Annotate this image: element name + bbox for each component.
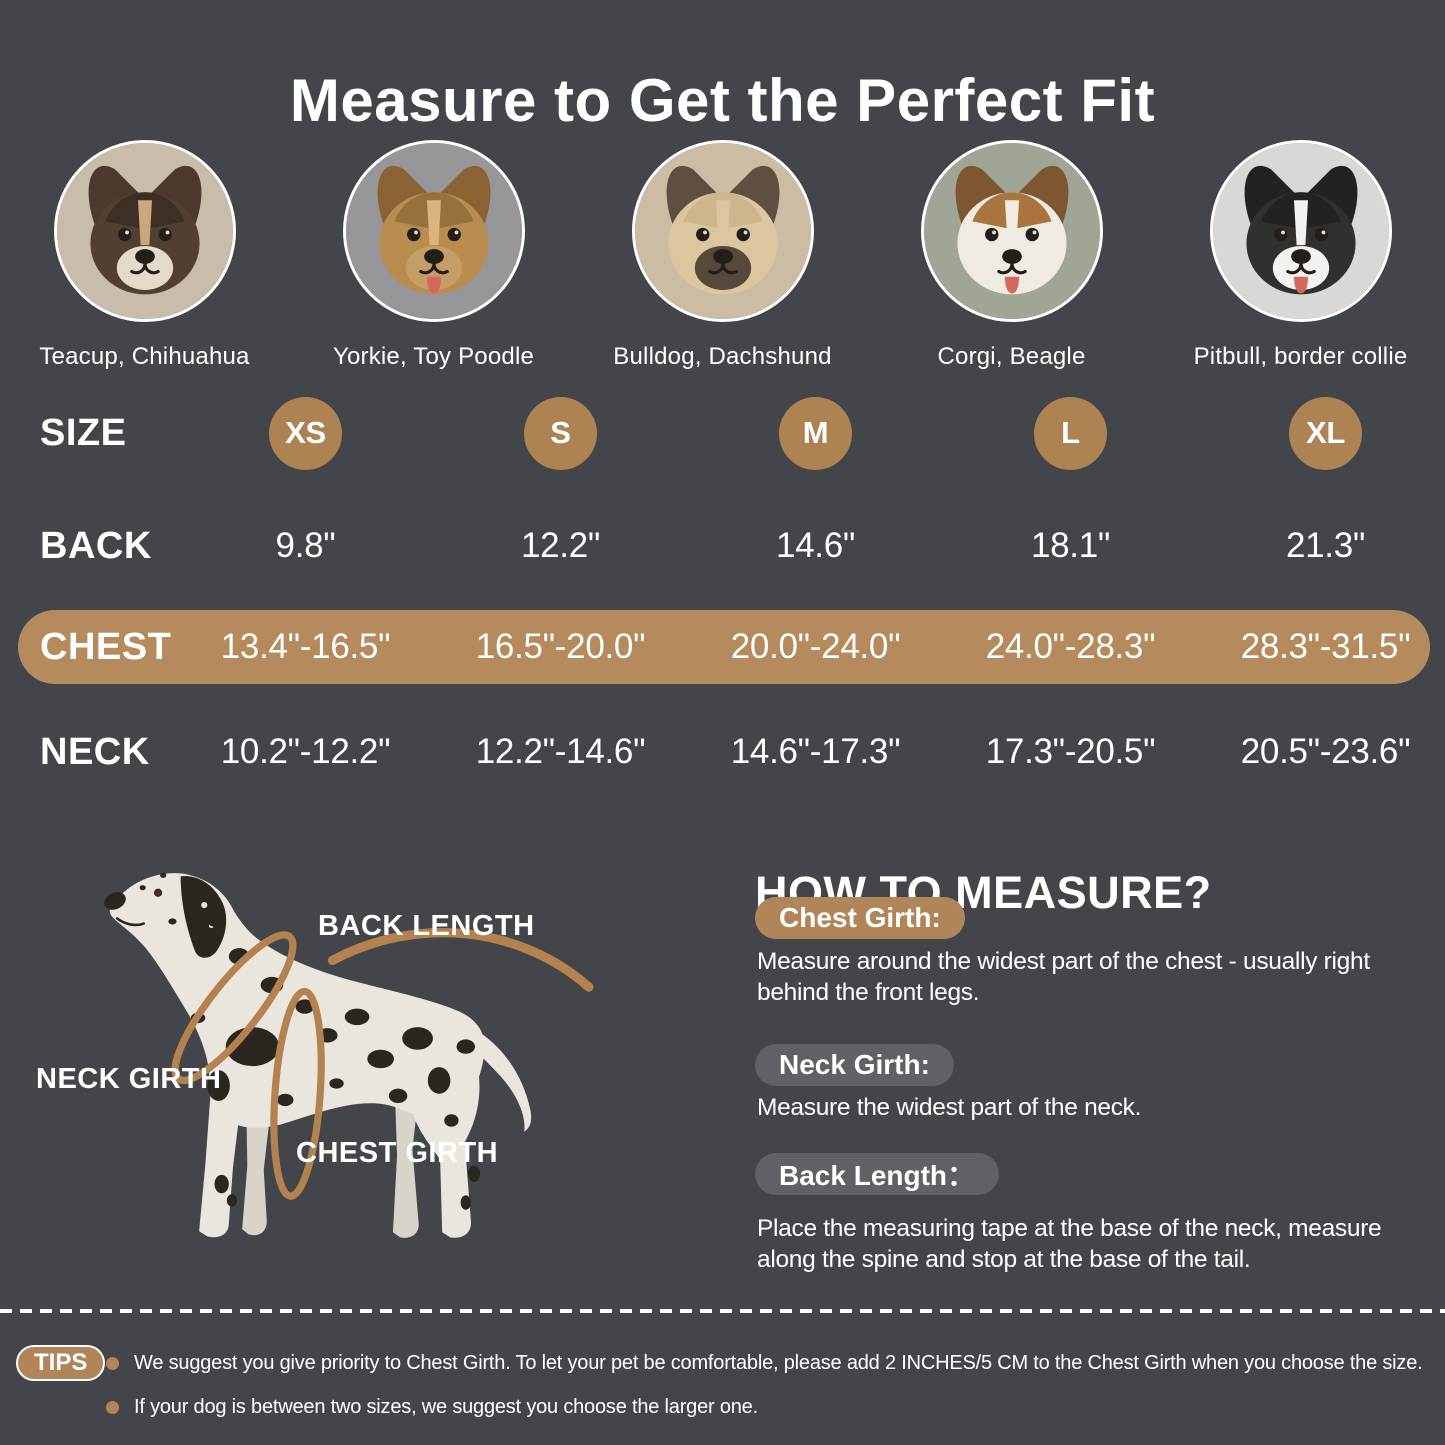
breed-column-l: Corgi, Beagle (867, 140, 1156, 371)
neck-row-label: NECK (40, 730, 150, 773)
beagle-face-icon (924, 143, 1100, 319)
back-value-m: 14.6" (775, 526, 856, 565)
chest-row: CHEST 13.4"-16.5" 16.5"-20.0" 20.0"-24.0… (18, 610, 1430, 684)
dalmatian-diagram (104, 872, 594, 1238)
chihuahua-face-icon (57, 143, 233, 319)
chest-value-l: 24.0"-28.3" (985, 627, 1156, 666)
tip-text: If your dog is between two sizes, we sug… (134, 1396, 758, 1418)
chest-girth-description: Measure around the widest part of the ch… (757, 948, 1370, 1006)
size-badge-text: XL (1305, 415, 1345, 450)
size-badge-xl: XL (1289, 396, 1362, 470)
chest-value-m: 20.0"-24.0" (730, 627, 901, 666)
chest-value-xl: 28.3"-31.5" (1240, 627, 1411, 666)
back-value-l: 18.1" (1030, 526, 1111, 565)
neck-girth-description: Measure the widest part of the neck. (757, 1094, 1142, 1121)
size-badge-l: L (1034, 396, 1107, 470)
chest-row-label: CHEST (40, 625, 172, 668)
tip-item: If your dog is between two sizes, we sug… (106, 1396, 758, 1419)
diagram-back-length-label: BACK LENGTH (318, 910, 535, 942)
breed-photo-row: Teacup, Chihuahua Yorkie, Toy Poodle Bul… (0, 140, 1445, 371)
chest-row-highlight: CHEST 13.4"-16.5" 16.5"-20.0" 20.0"-24.0… (18, 610, 1430, 684)
dog-photo-chihuahua (53, 140, 236, 322)
bullet-icon (106, 1357, 119, 1370)
tip-item: We suggest you give priority to Chest Gi… (106, 1352, 1423, 1375)
breed-label: Yorkie, Toy Poodle (332, 343, 535, 370)
breed-column-m: Bulldog, Dachshund (578, 140, 867, 371)
tips-badge: TIPS (16, 1345, 106, 1381)
breed-column-s: Yorkie, Toy Poodle (289, 140, 578, 371)
diagram-neck-girth-label: NECK GIRTH (36, 1063, 222, 1095)
chest-value-xs: 13.4"-16.5" (220, 627, 391, 666)
pug-face-icon (635, 143, 811, 319)
back-value-s: 12.2" (520, 526, 601, 565)
neck-value-l: 17.3"-20.5" (985, 732, 1156, 771)
size-badge-text: M (802, 415, 829, 450)
breed-label: Bulldog, Dachshund (613, 343, 832, 370)
tip-text: We suggest you give priority to Chest Gi… (134, 1352, 1423, 1374)
back-row: BACK 9.8" 12.2" 14.6" 18.1" 21.3" (0, 518, 1445, 574)
neck-value-xl: 20.5"-23.6" (1240, 732, 1411, 771)
breed-label: Corgi, Beagle (937, 343, 1086, 370)
neck-girth-pill: Neck Girth: (755, 1044, 954, 1086)
neck-value-s: 12.2"-14.6" (475, 732, 646, 771)
back-row-label: BACK (40, 524, 152, 567)
back-length-description: Place the measuring tape at the base of … (757, 1215, 1382, 1273)
neck-row: NECK 10.2"-12.2" 12.2"-14.6" 14.6"-17.3"… (0, 724, 1445, 780)
back-value-xl: 21.3" (1285, 526, 1366, 565)
chest-value-s: 16.5"-20.0" (475, 627, 646, 666)
chest-girth-pill: Chest Girth: (755, 897, 965, 939)
bullet-icon (106, 1401, 119, 1414)
breed-column-xs: Teacup, Chihuahua (0, 140, 289, 371)
size-row: SIZE XS S M L XL (0, 396, 1445, 470)
page-title: Measure to Get the Perfect Fit (289, 67, 1156, 135)
neck-value-m: 14.6"-17.3" (730, 732, 901, 771)
neck-value-xs: 10.2"-12.2" (220, 732, 391, 771)
dog-photo-pug (631, 140, 814, 322)
size-badge-xs: XS (269, 396, 342, 470)
dog-photo-yorkie (342, 140, 525, 322)
dog-photo-beagle (920, 140, 1103, 322)
yorkie-face-icon (346, 143, 522, 319)
dashed-divider (0, 1309, 1445, 1313)
back-value-xs: 9.8" (275, 526, 336, 565)
size-badge-s: S (524, 396, 597, 470)
size-badge-m: M (779, 396, 852, 470)
breed-label: Pitbull, border collie (1193, 343, 1408, 370)
breed-column-xl: Pitbull, border collie (1156, 140, 1445, 371)
size-badge-text: L (1061, 415, 1080, 450)
size-row-label: SIZE (40, 411, 127, 454)
breed-label: Teacup, Chihuahua (39, 343, 250, 370)
dog-photo-border-collie (1209, 140, 1392, 322)
diagram-chest-girth-label: CHEST GIRTH (296, 1137, 499, 1169)
border-collie-face-icon (1213, 143, 1389, 319)
back-length-pill: Back Length： (755, 1153, 1000, 1195)
size-badge-text: S (550, 415, 571, 450)
size-badge-text: XS (285, 415, 326, 450)
